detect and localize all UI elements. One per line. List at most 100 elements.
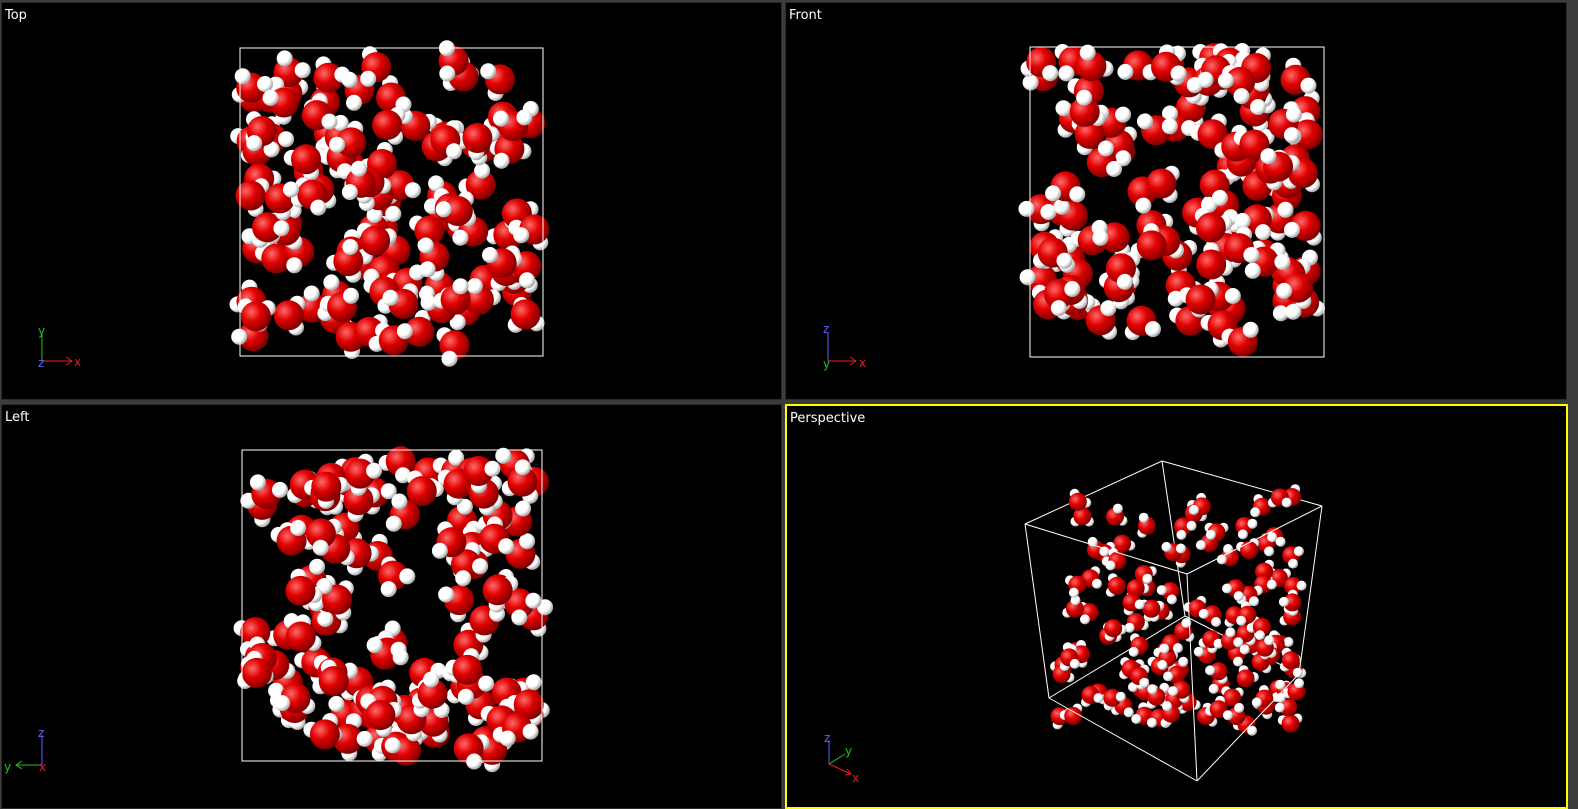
axis-label-top-right: x [74,355,81,369]
hydrogen-atom [1250,507,1261,518]
hydrogen-atom [493,110,509,127]
hydrogen-atom [1244,262,1261,279]
oxygen-atom [1103,688,1122,707]
hydrogen-atom [1193,646,1204,657]
hydrogen-atom [385,205,402,222]
viewport-left[interactable]: Left y z x [1,404,782,809]
hydrogen-atom [1233,637,1244,648]
hydrogen-atom [1247,725,1258,736]
hydrogen-atom [1255,630,1265,641]
hydrogen-atom [466,278,483,295]
hydrogen-atom [385,515,402,532]
hydrogen-atom [1128,646,1139,657]
hydrogen-atom [286,257,303,274]
hydrogen-atom [1156,585,1167,596]
hydrogen-atom [446,143,462,160]
hydrogen-atom [1300,77,1317,94]
hydrogen-atom [346,94,362,111]
oxygen-atom [1107,576,1126,595]
molecules-top [229,40,550,367]
hydrogen-atom [1092,578,1102,589]
hydrogen-atom [1146,717,1157,728]
oxygen-atom [372,109,403,140]
oxygen-atom [1068,492,1087,511]
hydrogen-atom [525,592,542,609]
oxygen-atom [365,700,396,731]
hydrogen-atom [1106,161,1123,177]
hydrogen-atom [525,674,542,691]
hydrogen-atom [1239,644,1250,655]
hydrogen-atom [396,323,413,340]
oxygen-atom [235,180,266,211]
hydrogen-atom [1161,118,1178,135]
hydrogen-atom [1050,300,1067,317]
oxygen-atom [513,689,544,720]
hydrogen-atom [516,109,533,126]
hydrogen-atom [1163,671,1174,682]
hydrogen-atom [499,730,516,747]
oxygen-atom [1281,714,1300,733]
oxygen-atom [507,466,538,497]
hydrogen-atom [1172,643,1183,654]
oxygen-atom [1195,212,1226,243]
oxygen-atom [1220,631,1239,650]
hydrogen-atom [1255,224,1272,241]
hydrogen-atom [417,237,434,254]
hydrogen-atom [1115,106,1132,123]
oxygen-atom [252,212,283,243]
axis-triad-left: y z x [4,726,46,774]
oxygen-atom [1209,662,1228,681]
hydrogen-atom [1216,554,1227,565]
hydrogen-atom [1285,303,1302,320]
hydrogen-atom [1211,189,1228,206]
oxygen-atom [1209,700,1228,719]
hydrogen-atom [234,68,251,85]
hydrogen-atom [1175,543,1186,554]
hydrogen-atom [329,136,346,153]
oxygen-atom [1073,507,1092,526]
hydrogen-atom [1092,229,1109,246]
hydrogen-atom [435,201,452,218]
hydrogen-atom [278,131,295,148]
oxygen-atom [1185,284,1216,315]
axis-label-top-up: y [38,324,45,338]
hydrogen-atom [1147,684,1158,695]
hydrogen-atom [1233,591,1244,602]
viewport-front[interactable]: Front x z y [785,2,1567,400]
hydrogen-atom [249,474,266,491]
hydrogen-atom [1294,678,1305,689]
hydrogen-atom [1205,529,1216,540]
hydrogen-atom [439,65,456,82]
hydrogen-atom [1056,252,1073,269]
hydrogen-atom [457,688,474,705]
hydrogen-atom [1115,691,1126,702]
hydrogen-atom [290,520,307,536]
hydrogen-atom [399,568,416,585]
hydrogen-atom [380,581,397,598]
hydrogen-atom [312,539,329,556]
hydrogen-atom [1124,622,1135,633]
oxygen-atom [336,127,367,158]
oxygen-atom [404,316,435,347]
hydrogen-atom [1224,288,1241,304]
hydrogen-atom [474,162,491,179]
oxygen-atom [385,446,416,477]
oxygen-atom [1240,541,1259,560]
hydrogen-atom [1264,635,1275,646]
viewport-top[interactable]: Top x y z [1,2,782,400]
viewport-perspective[interactable]: Perspective z y x [785,404,1568,809]
hydrogen-atom [1198,608,1209,619]
oxygen-atom [1126,579,1145,598]
oxygen-atom [318,666,349,697]
hydrogen-atom [537,599,554,616]
oxygen-atom [1284,577,1303,595]
hydrogen-atom [1115,150,1132,167]
hydrogen-atom [382,289,399,306]
hydrogen-atom [1128,682,1138,692]
hydrogen-atom [1131,714,1142,724]
hydrogen-atom [1275,536,1286,547]
hydrogen-atom [1170,65,1187,82]
hydrogen-atom [263,141,280,158]
hydrogen-atom [519,272,536,289]
hydrogen-atom [1211,617,1222,627]
